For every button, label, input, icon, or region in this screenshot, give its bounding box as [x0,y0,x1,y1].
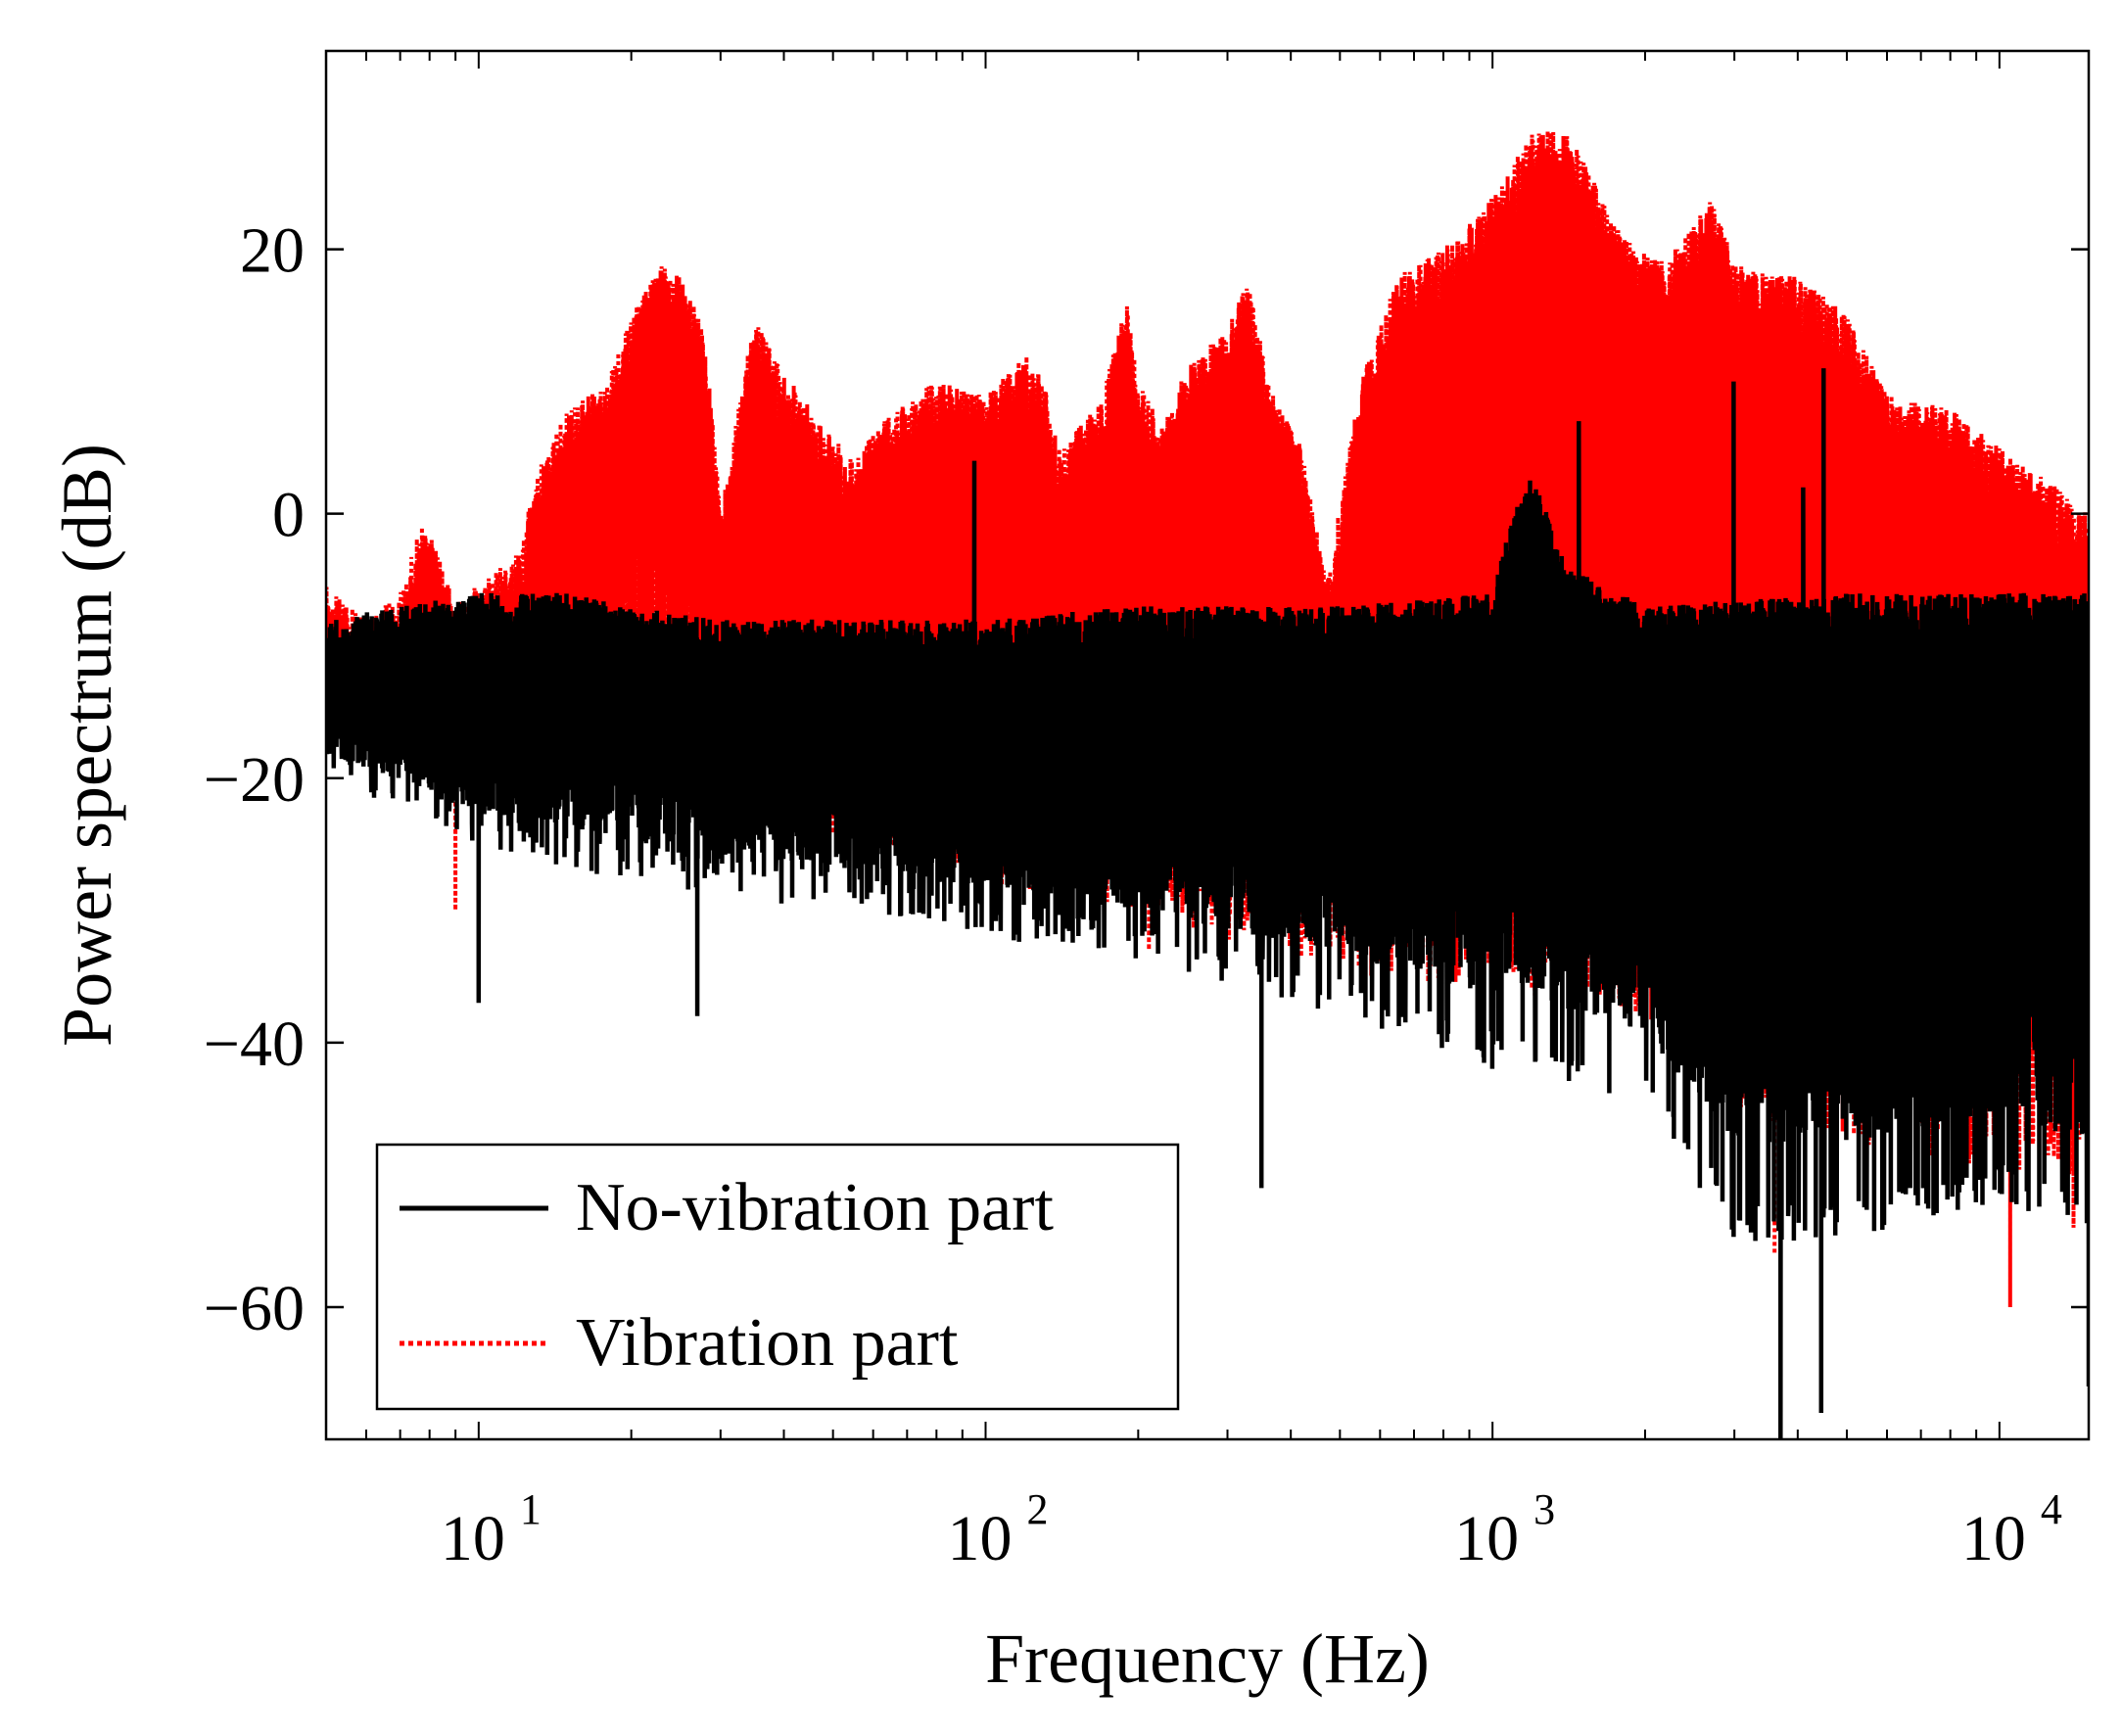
y-axis-label: Power spectrum (dB) [48,444,126,1047]
axes-frame [324,49,2091,1441]
x-tick-labels: 10 1 10 2 10 3 10 4 [441,1485,2062,1574]
y-tick-labels: 20 0 −20 −40 −60 [204,215,305,1344]
x-tick-label-exponent: 2 [1027,1485,1049,1533]
x-tick-label: 10 [948,1503,1013,1574]
no-vibration-part-line [326,368,2089,1439]
legend-label-vibration: Vibration part [576,1305,959,1381]
legend-box [375,1143,1180,1411]
y-tick-label: −60 [204,1273,305,1344]
vibration-series [326,130,2089,1308]
x-tick-label-exponent: 1 [520,1485,542,1533]
legend: No-vibration part Vibration part [375,1143,1180,1411]
y-tick-label: 0 [272,480,305,551]
x-tick-label: 10 [1961,1503,2026,1574]
y-tick-label: −20 [204,744,305,816]
x-axis-label: Frequency (Hz) [985,1619,1430,1698]
plot-area [324,49,2091,1441]
no-vibration-series [326,368,2089,1439]
x-tick-label: 10 [1454,1503,1519,1574]
tick-marks [325,51,2089,1439]
x-tick-label-exponent: 3 [1533,1485,1555,1533]
y-tick-label: 20 [240,215,305,287]
vibration-part-line [326,130,2089,1308]
y-tick-label: −40 [204,1009,305,1080]
x-tick-label: 10 [441,1503,505,1574]
legend-label-no-vibration: No-vibration part [576,1170,1054,1245]
x-tick-label-exponent: 4 [2041,1485,2062,1533]
